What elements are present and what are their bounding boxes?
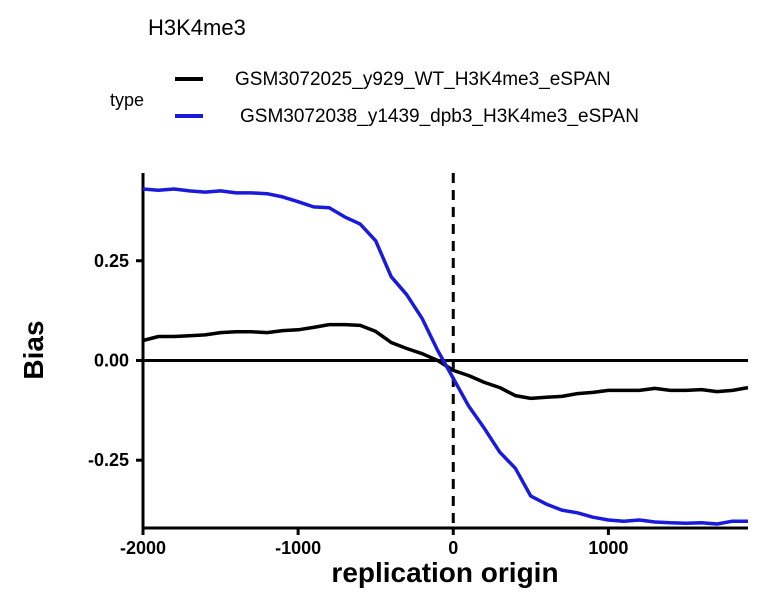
plot-area: 0.25 0.00 -0.25 -2000 -1000 0 1000 xyxy=(88,173,749,558)
x-tick-label: -2000 xyxy=(120,538,166,558)
x-axis-label: replication origin xyxy=(331,557,558,588)
y-tick-label: 0.00 xyxy=(94,350,129,370)
legend-label-1: GSM3072025_y929_WT_H3K4me3_eSPAN xyxy=(235,69,611,90)
x-tick-label: -1000 xyxy=(275,538,321,558)
legend-title: type xyxy=(110,90,144,110)
legend-label-2: GSM3072038_y1439_dpb3_H3K4me3_eSPAN xyxy=(240,106,639,127)
x-tick-label: 1000 xyxy=(588,538,628,558)
legend: type GSM3072025_y929_WT_H3K4me3_eSPAN GSM… xyxy=(110,69,639,127)
series-line-2 xyxy=(142,187,748,526)
y-axis-label: Bias xyxy=(18,320,49,379)
y-tick-label: -0.25 xyxy=(88,450,129,470)
chart-title: H3K4me3 xyxy=(148,15,246,40)
y-tick-label: 0.25 xyxy=(94,251,129,271)
x-tick-label: 0 xyxy=(448,538,458,558)
